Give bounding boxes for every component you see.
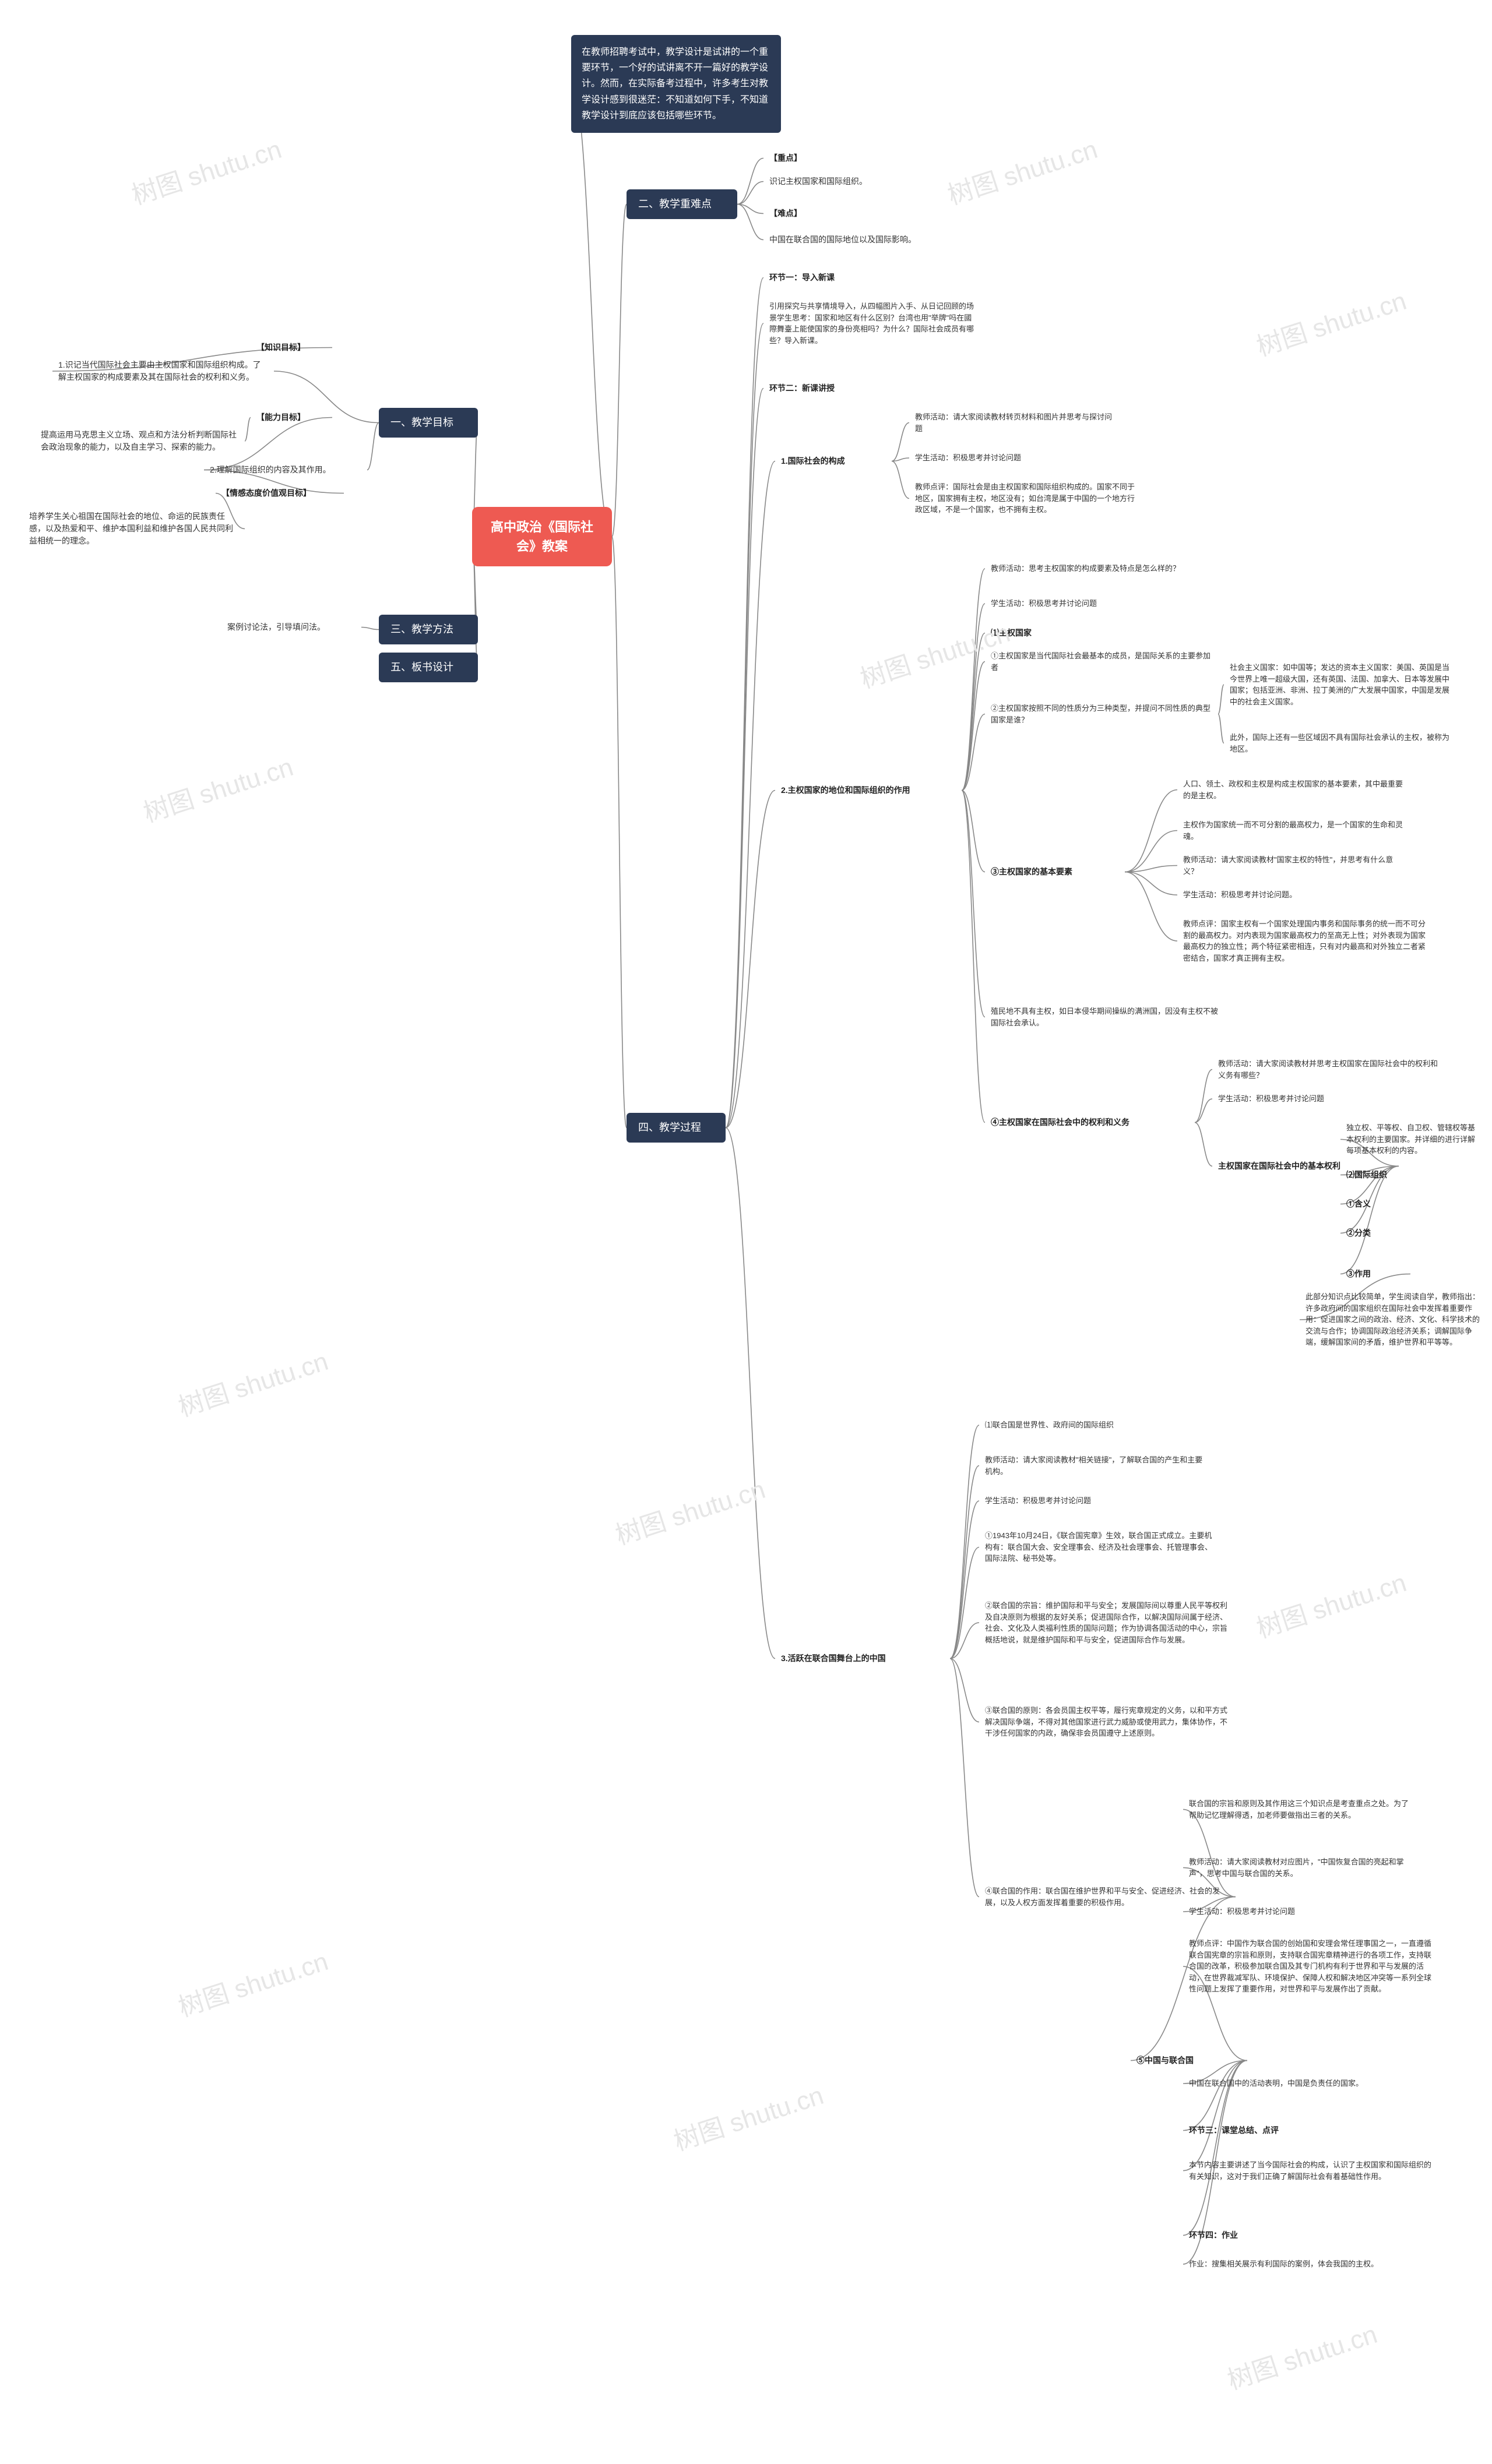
node-p2g3a[interactable]: 独立权、平等权、自卫权、管辖权等基本权利的主要国家。并详细的进行详解每项基本权利…	[1340, 1119, 1486, 1160]
watermark: 树图 shutu.cn	[668, 2074, 828, 2158]
node-p1[interactable]: 1.国际社会的构成	[775, 452, 892, 471]
node-p2f2[interactable]: 主权作为国家统一而不可分割的最高权力，是一个国家的生命和灵魂。	[1177, 816, 1410, 845]
node-p3i1[interactable]: 本节内容主要讲述了当今国际社会的构成，认识了主权国家和国际组织的有关知识，这对于…	[1183, 2156, 1440, 2185]
node-intro[interactable]: 在教师招聘考试中，教学设计是试讲的一个重要环节，一个好的试讲离不开一篇好的教学设…	[571, 35, 781, 133]
node-g1_c2[interactable]: 提高运用马克思主义立场、观点和方法分析判断国际社会政治现象的能力，以及自主学习、…	[35, 425, 245, 457]
node-p2f6[interactable]: 殖民地不具有主权，如日本侵华期间操纵的满洲国，因没有主权不被国际社会承认。	[985, 1002, 1230, 1032]
node-g2_2c[interactable]: 中国在联合国的国际地位以及国际影响。	[763, 230, 962, 249]
node-p2e[interactable]: ②主权国家按照不同的性质分为三种类型，并提问不同性质的典型国家是谁？	[985, 699, 1218, 729]
node-p3g1[interactable]: 教师活动：请大家阅读教材对应图片，"中国恢复合国的亮起和掌声"，思考中国与联合国…	[1183, 1853, 1416, 1883]
node-p3i[interactable]: 环节三：课堂总结、点评	[1183, 2121, 1335, 2140]
watermark: 树图 shutu.cn	[138, 746, 297, 829]
node-b2[interactable]: 二、教学重难点	[627, 189, 737, 219]
node-p2c[interactable]: ⑴主权国家	[985, 623, 1078, 643]
node-g2_1[interactable]: 【重点】	[763, 149, 833, 168]
watermark: 树图 shutu.cn	[1251, 1561, 1410, 1645]
watermark: 树图 shutu.cn	[126, 128, 286, 211]
node-s2[interactable]: 环节二：新课讲授	[763, 379, 880, 398]
node-p3j[interactable]: 环节四：作业	[1183, 2226, 1288, 2245]
node-p2f3[interactable]: 教师活动：请大家阅读教材"国家主权的特性"，并思考有什么意义？	[1177, 851, 1410, 880]
node-s1c[interactable]: 引用探究与共享情境导入，从四幅图片入手、从日记回顾的场景学生思考：国家和地区有什…	[763, 297, 985, 350]
node-p3h1[interactable]: 教师点评：中国作为联合国的创始国和安理会常任理事国之一，一直遵循联合国宪章的宗旨…	[1183, 1934, 1440, 1998]
node-b5[interactable]: 五、板书设计	[379, 653, 478, 682]
node-p2g3d[interactable]: ②分类	[1340, 1224, 1410, 1243]
node-p1a[interactable]: 教师活动：请大家阅读教材转页材料和图片并思考与探讨问题	[909, 408, 1119, 438]
node-p2b[interactable]: 学生活动：积极思考并讨论问题	[985, 594, 1160, 613]
node-p3g2[interactable]: 学生活动：积极思考并讨论问题	[1183, 1902, 1370, 1921]
node-g1_1[interactable]: 1.识记当代国际社会主要由主权国家和国际组织构成。了解主权国家的构成要素及其在国…	[52, 355, 274, 387]
node-g1_t1[interactable]: 【知识目标】	[251, 338, 332, 357]
node-g3_1[interactable]: 案例讨论法，引导填问法。	[221, 618, 361, 637]
node-p2g[interactable]: ④主权国家在国际社会中的权利和义务	[985, 1113, 1195, 1132]
watermark: 树图 shutu.cn	[942, 128, 1102, 211]
node-p2g2[interactable]: 学生活动：积极思考并讨论问题	[1212, 1090, 1399, 1108]
node-p2e1[interactable]: 社会主义国家：如中国等；发达的资本主义国家：美国、英国是当今世界上唯一超级大国，…	[1224, 658, 1457, 711]
node-p2g3e[interactable]: ③作用	[1340, 1264, 1410, 1284]
watermark: 树图 shutu.cn	[1222, 2313, 1381, 2396]
node-b4[interactable]: 四、教学过程	[627, 1113, 726, 1143]
node-p2g3e1[interactable]: 此部分知识点比较简单，学生阅读自学，教师指出：许多政府间的国家组织在国际社会中发…	[1300, 1288, 1486, 1352]
node-g2_2[interactable]: 【难点】	[763, 204, 833, 223]
node-b1[interactable]: 一、教学目标	[379, 408, 478, 438]
node-p2g1[interactable]: 教师活动：请大家阅读教材并思考主权国家在国际社会中的权利和义务有哪些？	[1212, 1055, 1445, 1084]
node-p2d[interactable]: ①主权国家是当代国际社会最基本的成员，是国际关系的主要参加者	[985, 647, 1218, 676]
node-g1_t3[interactable]: 【情感态度价值观目标】	[216, 484, 344, 503]
node-p3c[interactable]: 学生活动：积极思考并讨论问题	[979, 1492, 1166, 1510]
node-p2f1[interactable]: 人口、领土、政权和主权是构成主权国家的基本要素，其中最重要的是主权。	[1177, 775, 1410, 805]
node-p3f[interactable]: ③联合国的原则：各会员国主权平等，履行宪章规定的义务，以和平方式解决国际争端，不…	[979, 1701, 1236, 1743]
node-p2a[interactable]: 教师活动：思考主权国家的构成要素及特点是怎么样的？	[985, 559, 1195, 578]
node-p3g0[interactable]: 联合国的宗旨和原则及其作用这三个知识点是考查重点之处。为了帮助记忆理解得透，加老…	[1183, 1795, 1416, 1824]
watermark: 树图 shutu.cn	[610, 1468, 769, 1552]
node-b3[interactable]: 三、教学方法	[379, 615, 478, 644]
watermark: 树图 shutu.cn	[173, 1940, 332, 2024]
node-p3[interactable]: 3.活跃在联合国舞台上的中国	[775, 1649, 950, 1668]
node-g1_t2[interactable]: 【能力目标】	[251, 408, 332, 427]
node-p3j1[interactable]: 作业：搜集相关展示有利国际的案例，体会我国的主权。	[1183, 2255, 1416, 2273]
node-p1b[interactable]: 学生活动：积极思考并讨论问题	[909, 449, 1084, 467]
node-p2[interactable]: 2.主权国家的地位和国际组织的作用	[775, 781, 962, 800]
node-p3h[interactable]: ⑤中国与联合国	[1131, 2051, 1247, 2070]
node-p1c[interactable]: 教师点评：国际社会是由主权国家和国际组织构成的。国家不同于地区，国家拥有主权，地…	[909, 478, 1142, 519]
node-p2g3b[interactable]: ⑵国际组织	[1340, 1165, 1434, 1185]
node-p2g3c[interactable]: ①含义	[1340, 1194, 1410, 1214]
node-p3e[interactable]: ②联合国的宗旨：维护国际和平与安全；发展国际间以尊重人民平等权利及自决原则为根据…	[979, 1596, 1236, 1649]
node-g1_2[interactable]: 2.理解国际组织的内容及其作用。	[204, 460, 367, 480]
node-p3d[interactable]: ①1943年10月24日，《联合国宪章》生效，联合国正式成立。主要机构有：联合国…	[979, 1527, 1224, 1568]
root-node[interactable]: 高中政治《国际社会》教案	[472, 507, 612, 566]
node-p2e2[interactable]: 此外，国际上还有一些区域因不具有国际社会承认的主权，被称为地区。	[1224, 728, 1457, 758]
node-p2f5[interactable]: 教师点评：国家主权有一个国家处理国内事务和国际事务的统一而不可分割的最高权力。对…	[1177, 915, 1434, 967]
node-p3a[interactable]: ⑴联合国是世界性、政府间的国际组织	[979, 1416, 1189, 1434]
node-p2f4[interactable]: 学生活动：积极思考并讨论问题。	[1177, 886, 1387, 904]
watermark: 树图 shutu.cn	[173, 1340, 332, 1423]
node-g2_1c[interactable]: 识记主权国家和国际组织。	[763, 172, 915, 191]
node-p3b[interactable]: 教师活动：请大家阅读教材"相关链接"，了解联合国的产生和主要机构。	[979, 1451, 1212, 1480]
watermark: 树图 shutu.cn	[1251, 280, 1410, 363]
node-g1_c3[interactable]: 培养学生关心祖国在国际社会的地位、命运的民族责任感，以及热爱和平、维护本国利益和…	[23, 507, 245, 551]
node-p2f[interactable]: ③主权国家的基本要素	[985, 862, 1125, 882]
node-s1[interactable]: 环节一：导入新课	[763, 268, 880, 287]
node-p3h2[interactable]: 中国在联合国中的活动表明，中国是负责任的国家。	[1183, 2074, 1416, 2093]
